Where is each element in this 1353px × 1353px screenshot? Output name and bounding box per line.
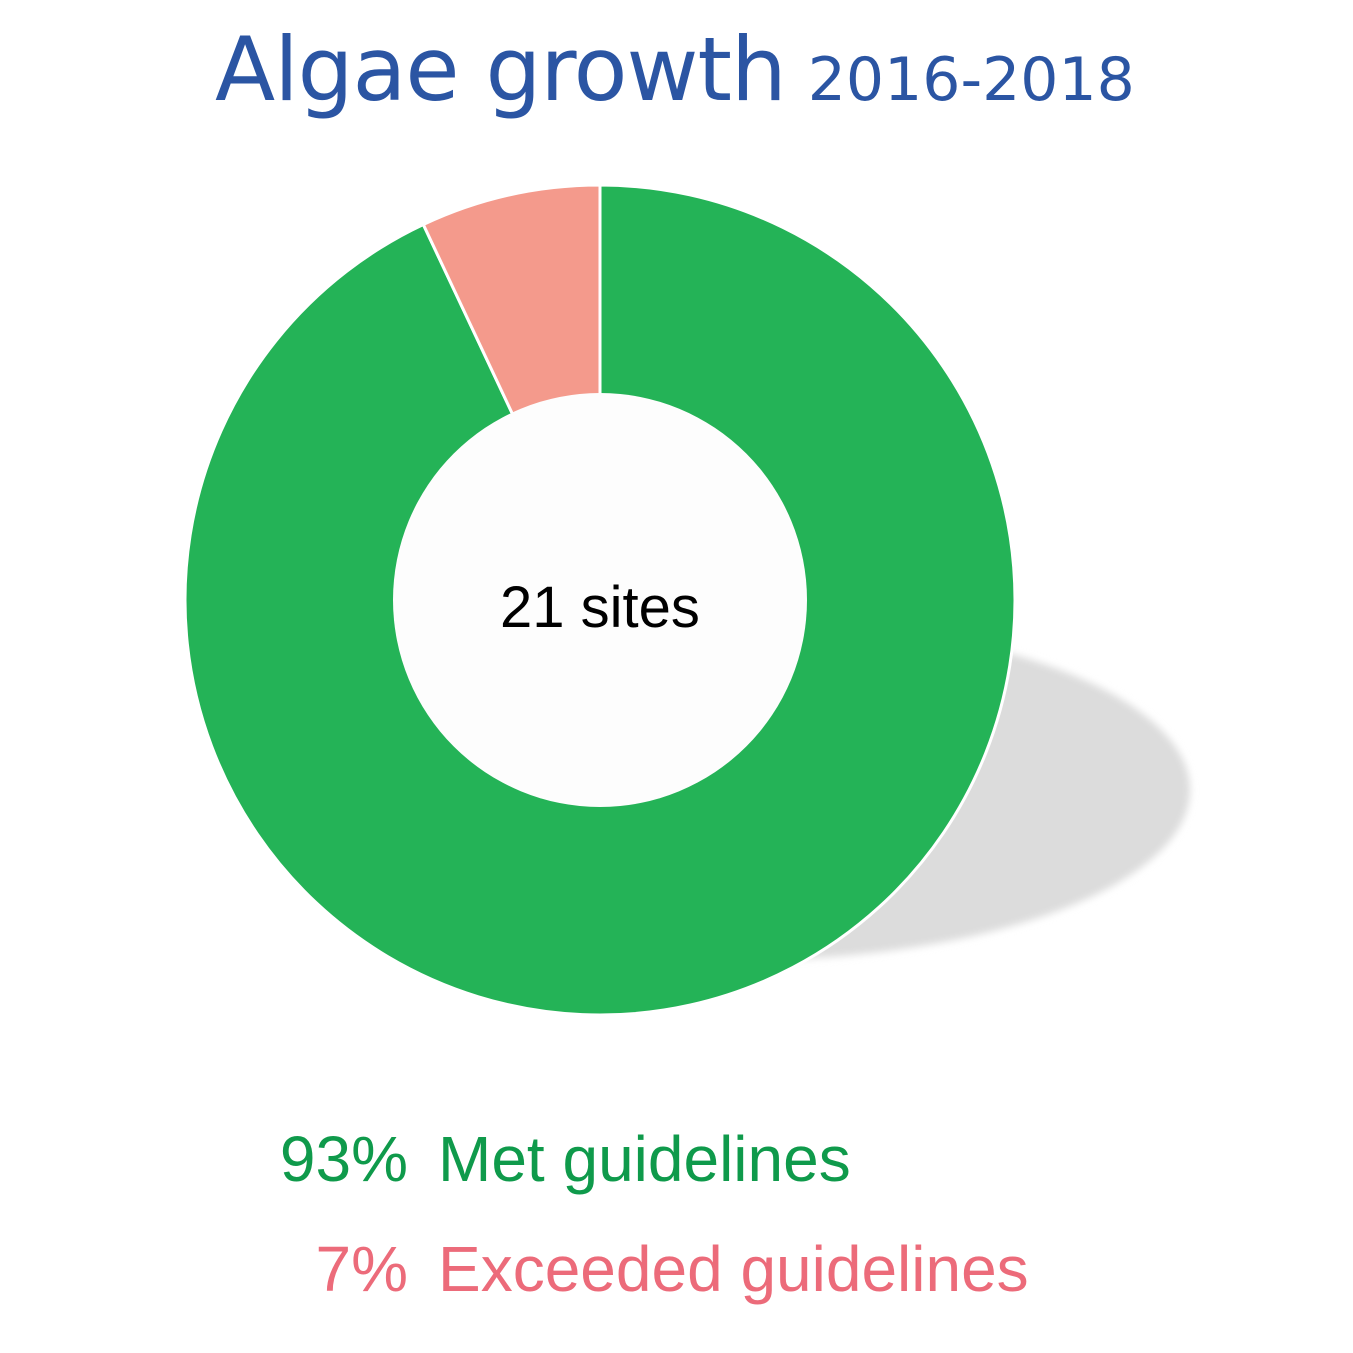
legend-item-exceeded: 7% Exceeded guidelines — [258, 1232, 1029, 1306]
legend-exceeded-percent: 7% — [315, 1233, 409, 1305]
legend-met-label: Met guidelines — [438, 1123, 851, 1195]
legend-met-percent: 93% — [279, 1123, 408, 1195]
chart-subtitle: 2016-2018 — [807, 45, 1135, 115]
center-label: 21 sites — [500, 575, 700, 640]
legend-exceeded-label: Exceeded guidelines — [438, 1233, 1029, 1305]
legend-item-met: 93% Met guidelines — [258, 1122, 851, 1196]
chart-title: Algae growth 2016-2018 — [215, 18, 1135, 121]
chart-title-main: Algae growth — [215, 18, 787, 121]
donut-hole — [393, 393, 807, 807]
